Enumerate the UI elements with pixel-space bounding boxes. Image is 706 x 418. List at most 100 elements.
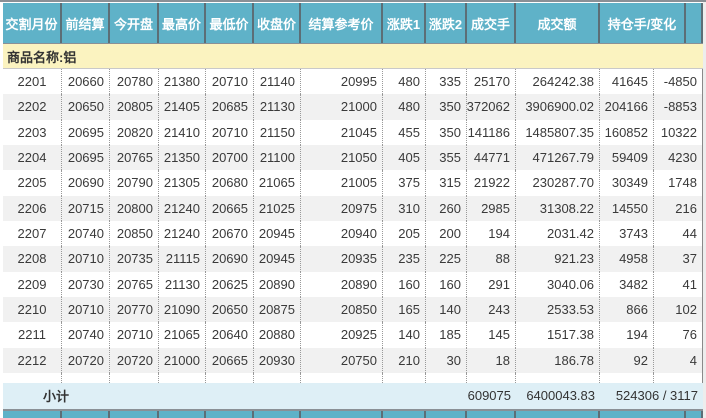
table-cell: 1517.38	[516, 322, 600, 348]
table-cell: 20710	[110, 322, 159, 348]
table-row: 2205 20690 20790 21305 20680 21065 21005 375 315…	[3, 170, 703, 196]
table-cell: 20720	[110, 347, 159, 373]
table-cell: 20650	[62, 94, 110, 120]
subtotal-turnover: 6400043.83	[526, 388, 595, 404]
table-cell: 3906900.02	[516, 94, 600, 120]
header-cell: 最高价	[159, 3, 206, 43]
table-cell: 20800	[110, 195, 159, 221]
table-cell: 21140	[254, 69, 301, 95]
table-cell: 372062	[467, 94, 516, 120]
table-cell: 21130	[254, 94, 301, 120]
table-row: 2206 20715 20800 21240 20665 21025 20975 310 260…	[3, 195, 703, 221]
table-cell: 3743	[600, 220, 654, 247]
table-cell: 20925	[301, 322, 383, 348]
table-cell: 205	[383, 220, 426, 247]
table-cell: 21065	[254, 170, 301, 196]
table-cell: 21350	[159, 144, 206, 171]
table-cell: 20660	[62, 69, 110, 95]
empty-cell	[206, 372, 254, 383]
next-header-cell	[686, 410, 703, 418]
table-cell: 335	[426, 69, 467, 95]
table-cell: 20685	[206, 94, 254, 120]
next-header-cell	[62, 410, 110, 418]
table-cell: 291	[467, 271, 516, 297]
table-cell: 921.23	[516, 246, 600, 272]
table-cell: 21405	[159, 94, 206, 120]
next-header-cell	[467, 410, 516, 418]
table-cell: 20665	[206, 195, 254, 221]
empty-cell	[467, 372, 516, 383]
table-cell: 480	[383, 69, 426, 95]
table-cell: 41	[654, 271, 703, 297]
table-cell: 310	[383, 195, 426, 221]
header-cell: 前结算	[62, 3, 110, 43]
next-header-cell	[383, 410, 426, 418]
table-cell: 21240	[159, 195, 206, 221]
table-cell: 21115	[159, 246, 206, 272]
table-cell: 145	[467, 322, 516, 348]
table-cell: 20945	[254, 246, 301, 272]
month-cell: 2211	[3, 322, 62, 348]
table-cell: 88	[467, 246, 516, 272]
header-cell: 成交手	[467, 3, 516, 43]
table-cell: 20690	[62, 170, 110, 196]
next-header-cell	[206, 410, 254, 418]
table-cell: 20940	[301, 220, 383, 247]
empty-cell	[62, 372, 110, 383]
table-cell: 21380	[159, 69, 206, 95]
next-header-cell	[110, 410, 159, 418]
empty-cell	[159, 372, 206, 383]
table-cell: 20790	[110, 170, 159, 196]
header-cell: 成交额	[516, 3, 600, 43]
product-name-label: 商品名称:铝	[7, 49, 77, 65]
table-cell: 20850	[301, 296, 383, 323]
table-cell: 21065	[159, 322, 206, 348]
table-row: 2201 20660 20780 21380 20710 21140 20995 480 335…	[3, 69, 703, 95]
table-cell: 140	[426, 296, 467, 323]
next-header-cell	[254, 410, 301, 418]
table-cell: 41645	[600, 69, 654, 95]
table-cell: 20975	[301, 195, 383, 221]
table-cell: 10322	[654, 119, 703, 145]
table-cell: 243	[467, 296, 516, 323]
table-cell: 20995	[301, 69, 383, 95]
table-cell: 30349	[600, 170, 654, 196]
table-cell: 20715	[62, 195, 110, 221]
table-cell: 21240	[159, 220, 206, 247]
table-cell: 160852	[600, 119, 654, 145]
month-cell: 2205	[3, 170, 62, 196]
month-cell: 2210	[3, 296, 62, 323]
month-cell: 2201	[3, 69, 62, 95]
month-cell: 2206	[3, 195, 62, 221]
empty-cell	[3, 372, 62, 383]
table-cell: 185	[426, 322, 467, 348]
table-cell: 20750	[301, 347, 383, 373]
next-header-cell	[600, 410, 686, 418]
table-cell: 200	[426, 220, 467, 247]
table-cell: 375	[383, 170, 426, 196]
table-cell: 20710	[62, 246, 110, 272]
table-cell: 1485807.35	[516, 119, 600, 145]
month-cell: 2209	[3, 271, 62, 297]
table-cell: 21050	[301, 144, 383, 171]
table-cell: 194	[467, 220, 516, 247]
subtotal-row: 小计 609075 6400043.83 524306 / 3117	[3, 382, 703, 409]
table-cell: 3482	[600, 271, 654, 297]
table-cell: 14550	[600, 195, 654, 221]
empty-row	[3, 372, 703, 383]
table-cell: 21150	[254, 119, 301, 145]
table-cell: 25170	[467, 69, 516, 95]
header-cell: 交割月份	[3, 3, 62, 43]
table-cell: 355	[426, 144, 467, 171]
table-cell: 20680	[206, 170, 254, 196]
futures-quote-table: 交割月份 前结算 今开盘 最高价 最低价 收盘价 结算参考价 涨跌1 涨跌2 成交手 成交额 持仓手/…	[3, 3, 703, 418]
empty-cell	[254, 372, 301, 383]
table-cell: 21922	[467, 170, 516, 196]
table-cell: 194	[600, 322, 654, 348]
table-cell: 2985	[467, 195, 516, 221]
table-cell: 37	[654, 246, 703, 272]
table-cell: 44771	[467, 144, 516, 171]
table-cell: 20625	[206, 271, 254, 297]
table-row: 2210 20710 20770 21090 20650 20875 20850 165 140…	[3, 296, 703, 323]
month-cell: 2212	[3, 347, 62, 373]
